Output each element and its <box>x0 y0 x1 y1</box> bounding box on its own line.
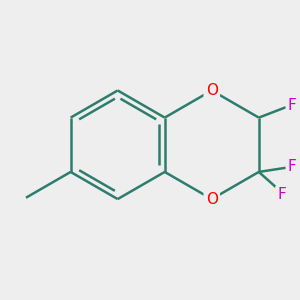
Text: O: O <box>206 192 218 207</box>
Text: O: O <box>206 83 218 98</box>
Text: F: F <box>288 159 297 174</box>
Text: F: F <box>278 188 286 202</box>
Text: F: F <box>288 98 297 112</box>
